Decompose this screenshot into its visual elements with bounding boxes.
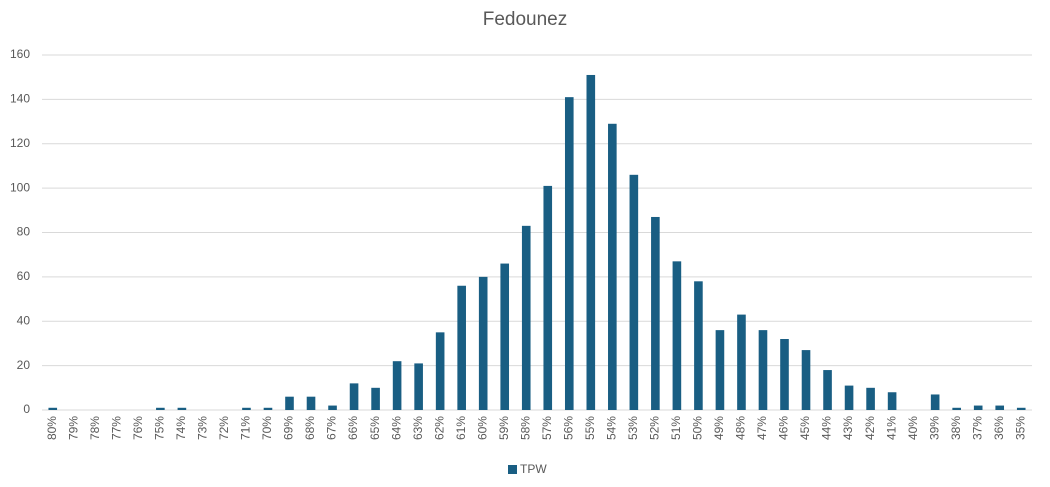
bar: [392, 361, 402, 410]
x-tick-label: 36%: [992, 416, 1006, 440]
bar: [995, 405, 1005, 410]
bar: [930, 394, 940, 410]
y-tick-label: 80: [17, 225, 31, 239]
x-tick-label: 60%: [475, 416, 489, 440]
x-tick-label: 43%: [841, 416, 855, 440]
x-tick-label: 70%: [260, 416, 274, 440]
legend-label: TPW: [520, 462, 547, 476]
x-tick-label: 75%: [153, 416, 167, 440]
x-tick-label: 40%: [906, 416, 920, 440]
bar: [48, 407, 58, 410]
x-tick-label: 64%: [389, 416, 403, 440]
bar: [414, 363, 423, 410]
x-tick-label: 35%: [1013, 416, 1027, 440]
x-tick-label: 76%: [131, 416, 145, 440]
x-tick-label: 51%: [669, 416, 683, 440]
bar: [694, 281, 703, 410]
bar: [543, 185, 553, 410]
bar: [177, 407, 187, 410]
y-tick-label: 40: [17, 313, 31, 327]
x-tick-label: 41%: [884, 416, 898, 440]
bar: [844, 385, 854, 410]
x-tick-label: 77%: [109, 416, 123, 440]
x-tick-label: 69%: [282, 416, 296, 440]
y-tick-label: 60: [17, 269, 31, 283]
bar: [973, 405, 983, 410]
x-tick-label: 66%: [346, 416, 360, 440]
y-tick-label: 160: [10, 47, 30, 61]
x-tick-label: 57%: [540, 416, 554, 440]
x-tick-label: 73%: [196, 416, 210, 440]
bar: [457, 285, 466, 410]
bar: [1016, 407, 1026, 410]
bar: [328, 405, 337, 410]
bar: [952, 407, 961, 410]
bar: [349, 383, 359, 410]
x-tick-label: 46%: [777, 416, 791, 440]
bar: [608, 123, 617, 410]
bar: [500, 263, 510, 410]
x-tick-label: 44%: [820, 416, 834, 440]
x-tick-label: 72%: [217, 416, 231, 440]
bar: [715, 330, 725, 410]
bar: [156, 407, 165, 410]
bar: [780, 339, 789, 410]
bar: [521, 225, 531, 410]
x-tick-label: 74%: [174, 416, 188, 440]
x-tick-label: 53%: [626, 416, 640, 440]
bar: [801, 350, 811, 410]
x-tick-label: 55%: [583, 416, 597, 440]
x-tick-label: 80%: [45, 416, 59, 440]
bar: [564, 97, 574, 410]
x-tick-label: 39%: [927, 416, 941, 440]
bar: [586, 74, 596, 410]
x-tick-label: 37%: [970, 416, 984, 440]
y-tick-label: 120: [10, 136, 30, 150]
y-tick-label: 0: [23, 402, 30, 416]
bar: [478, 276, 488, 410]
x-tick-label: 78%: [88, 416, 102, 440]
bar: [242, 407, 251, 410]
bar: [737, 314, 746, 410]
chart-title: Fedounez: [483, 9, 568, 30]
bar: [285, 396, 294, 410]
y-tick-label: 140: [10, 92, 30, 106]
x-tick-label: 50%: [691, 416, 705, 440]
x-tick-label: 56%: [561, 416, 575, 440]
x-tick-label: 62%: [432, 416, 446, 440]
bar: [758, 330, 768, 410]
bar: [263, 407, 273, 410]
bar: [435, 332, 445, 410]
x-tick-label: 67%: [325, 416, 339, 440]
bar: [629, 174, 639, 410]
x-tick-label: 68%: [303, 416, 317, 440]
x-tick-label: 48%: [734, 416, 748, 440]
y-tick-label: 100: [10, 180, 30, 194]
x-tick-label: 45%: [798, 416, 812, 440]
bar: [823, 370, 832, 410]
x-tick-label: 49%: [712, 416, 726, 440]
x-tick-label: 54%: [604, 416, 618, 440]
bar: [672, 261, 682, 410]
bar: [651, 216, 660, 410]
x-tick-label: 65%: [368, 416, 382, 440]
y-tick-label: 20: [17, 358, 31, 372]
bar: [306, 396, 316, 410]
x-tick-label: 71%: [239, 416, 253, 440]
x-tick-label: 63%: [411, 416, 425, 440]
x-tick-label: 79%: [66, 416, 80, 440]
x-tick-label: 61%: [454, 416, 468, 440]
x-tick-label: 42%: [863, 416, 877, 440]
x-tick-label: 59%: [497, 416, 511, 440]
x-tick-label: 38%: [949, 416, 963, 440]
bar: [866, 387, 875, 410]
bar: [371, 387, 380, 410]
x-tick-label: 58%: [518, 416, 532, 440]
bar: [887, 392, 897, 410]
x-tick-label: 52%: [648, 416, 662, 440]
legend-swatch: [508, 465, 517, 474]
x-tick-label: 47%: [755, 416, 769, 440]
